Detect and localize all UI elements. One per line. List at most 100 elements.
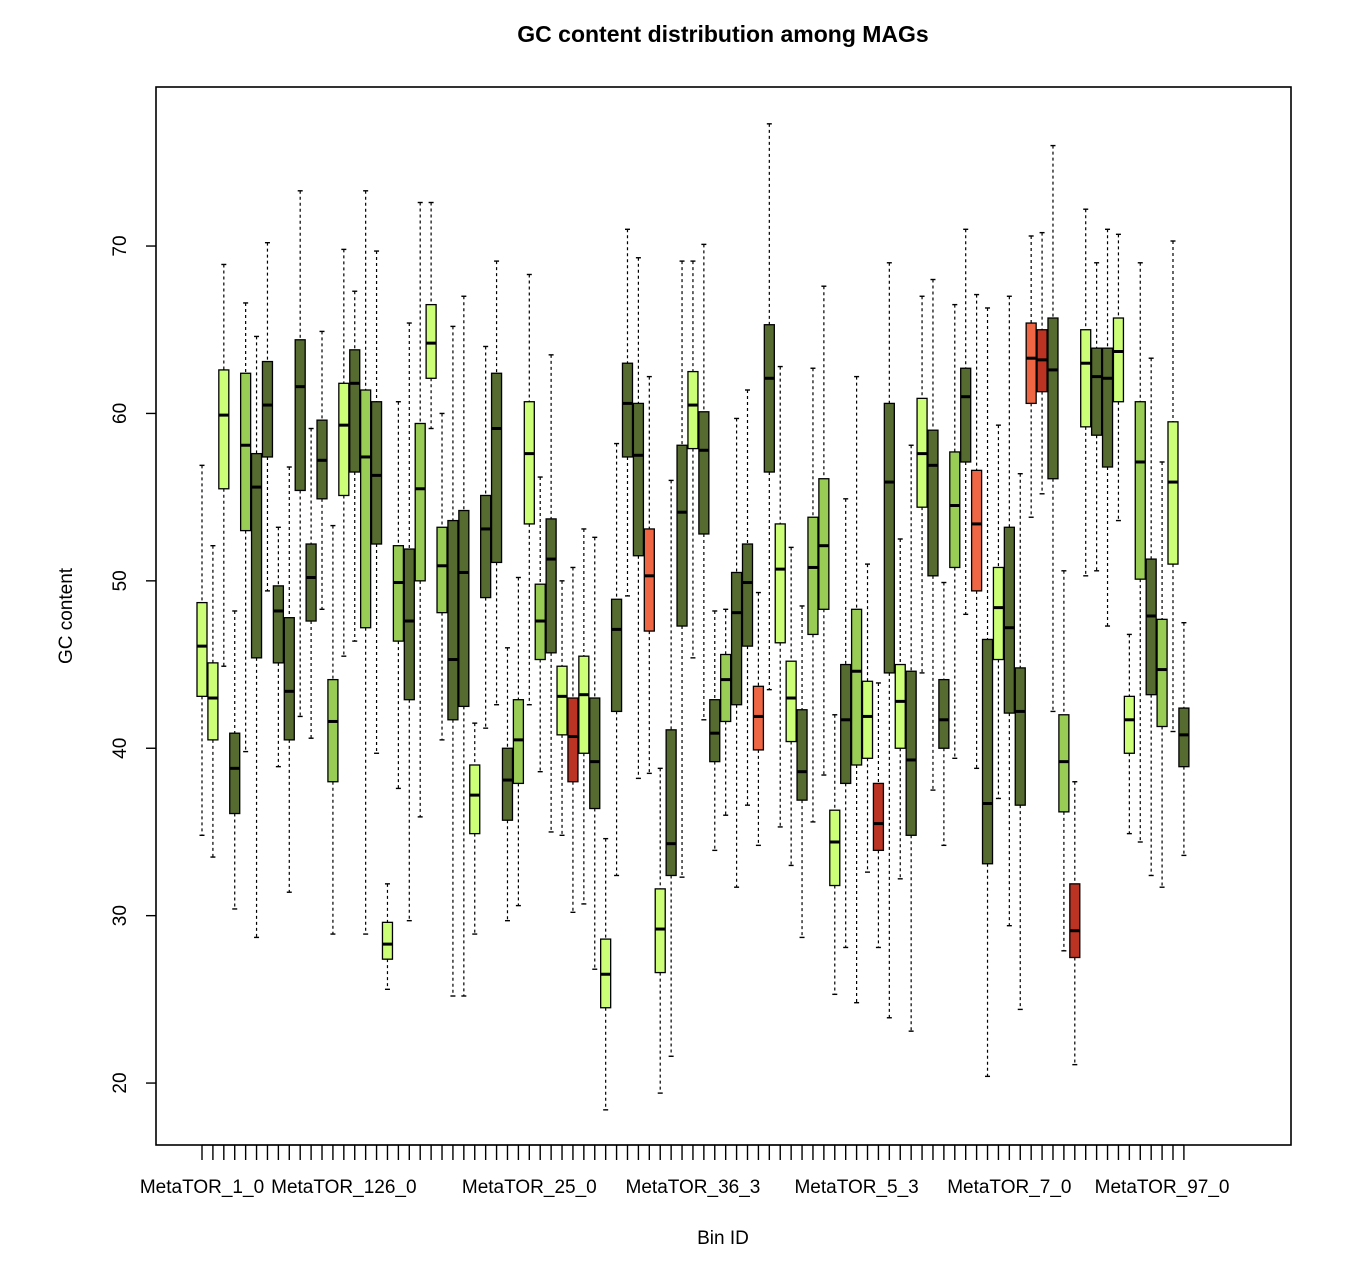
box-28-iqr [501, 747, 514, 821]
box-19-iqr [403, 548, 415, 701]
box-37 [600, 837, 612, 1111]
box-50 [741, 389, 754, 806]
box-29-iqr [512, 699, 525, 785]
box-25-iqr [469, 764, 481, 835]
x-tick-label-60: MetaTOR_5_3 [794, 1177, 918, 1198]
box-21 [425, 201, 437, 430]
box-35-iqr [578, 655, 590, 754]
box-55-iqr [796, 709, 808, 801]
box-38 [610, 442, 623, 877]
y-tick-label-30: 30 [110, 905, 131, 926]
box-58 [829, 714, 841, 996]
box-62 [872, 682, 885, 949]
box-65-iqr [905, 670, 917, 836]
box-84 [1112, 233, 1125, 522]
box-0 [196, 464, 208, 837]
x-tick-label-45: MetaTOR_36_3 [626, 1177, 761, 1198]
box-9 [294, 190, 306, 718]
box-12 [327, 524, 339, 935]
box-46 [698, 243, 710, 721]
box-69-iqr [949, 451, 961, 569]
box-41 [643, 375, 655, 775]
box-25 [469, 722, 481, 935]
box-42-iqr [654, 888, 666, 974]
box-79 [1058, 570, 1070, 952]
box-84-iqr [1112, 317, 1125, 403]
box-27-iqr [490, 372, 503, 564]
box-13 [338, 248, 350, 657]
box-18 [392, 401, 405, 790]
box-26 [480, 345, 492, 729]
box-64-iqr [894, 663, 906, 749]
plot-frame [155, 86, 1292, 1146]
box-69 [949, 303, 961, 759]
x-tick-label-30: MetaTOR_25_0 [462, 1177, 597, 1198]
box-0-iqr [196, 601, 208, 698]
box-66 [916, 295, 928, 674]
box-80 [1069, 781, 1081, 1066]
box-88-iqr [1156, 618, 1168, 728]
box-14 [349, 290, 361, 642]
box-76-iqr [1025, 322, 1037, 405]
box-48-iqr [720, 653, 732, 723]
box-63-iqr [883, 402, 895, 674]
y-tick-label-20: 20 [110, 1072, 131, 1093]
box-45 [687, 260, 699, 659]
box-75-iqr [1014, 667, 1026, 806]
box-68 [938, 581, 950, 847]
box-43-iqr [665, 729, 677, 877]
box-53 [774, 365, 786, 828]
box-89-iqr [1167, 421, 1179, 565]
box-80-iqr [1069, 883, 1081, 959]
box-81 [1080, 208, 1092, 577]
box-26-iqr [480, 494, 492, 599]
box-51-iqr [752, 685, 765, 751]
box-73-iqr [992, 566, 1005, 661]
box-8 [283, 466, 295, 893]
y-tick-label-70: 70 [110, 235, 131, 256]
x-tick-label-0: MetaTOR_1_0 [140, 1177, 264, 1198]
box-44 [676, 260, 688, 878]
box-21-iqr [425, 303, 437, 379]
box-62-iqr [872, 782, 885, 852]
box-85-iqr [1123, 695, 1135, 754]
box-56-iqr [807, 516, 819, 636]
box-2-iqr [218, 369, 230, 490]
box-19 [403, 322, 415, 922]
box-27 [490, 260, 503, 706]
box-57 [818, 285, 830, 776]
box-5-iqr [250, 452, 263, 659]
box-20 [414, 201, 426, 818]
box-56 [807, 367, 819, 823]
box-52 [763, 123, 775, 691]
box-7-iqr [272, 585, 285, 664]
box-51 [752, 591, 765, 847]
box-54-iqr [785, 660, 797, 743]
box-73 [992, 424, 1005, 800]
box-16 [370, 250, 383, 754]
box-82-iqr [1090, 347, 1103, 436]
box-57-iqr [818, 478, 830, 610]
box-87-iqr [1145, 558, 1157, 696]
box-40-iqr [632, 402, 645, 557]
box-67 [927, 278, 939, 791]
box-88 [1156, 461, 1168, 888]
box-70-iqr [960, 367, 972, 463]
box-50-iqr [741, 543, 754, 647]
box-86-iqr [1134, 401, 1146, 580]
x-tick-label-74: MetaTOR_7_0 [947, 1177, 1071, 1198]
box-23-iqr [447, 519, 459, 721]
box-49-iqr [730, 571, 743, 706]
box-15 [359, 190, 372, 935]
box-61 [861, 563, 874, 873]
box-9-iqr [294, 339, 306, 492]
box-7 [272, 526, 285, 768]
box-48 [720, 608, 732, 816]
box-49 [730, 417, 743, 888]
box-6-iqr [261, 360, 274, 458]
box-85 [1123, 633, 1135, 835]
box-75 [1014, 473, 1026, 1011]
box-79-iqr [1058, 714, 1070, 813]
box-70 [960, 228, 972, 616]
y-tick-label-40: 40 [110, 738, 131, 759]
